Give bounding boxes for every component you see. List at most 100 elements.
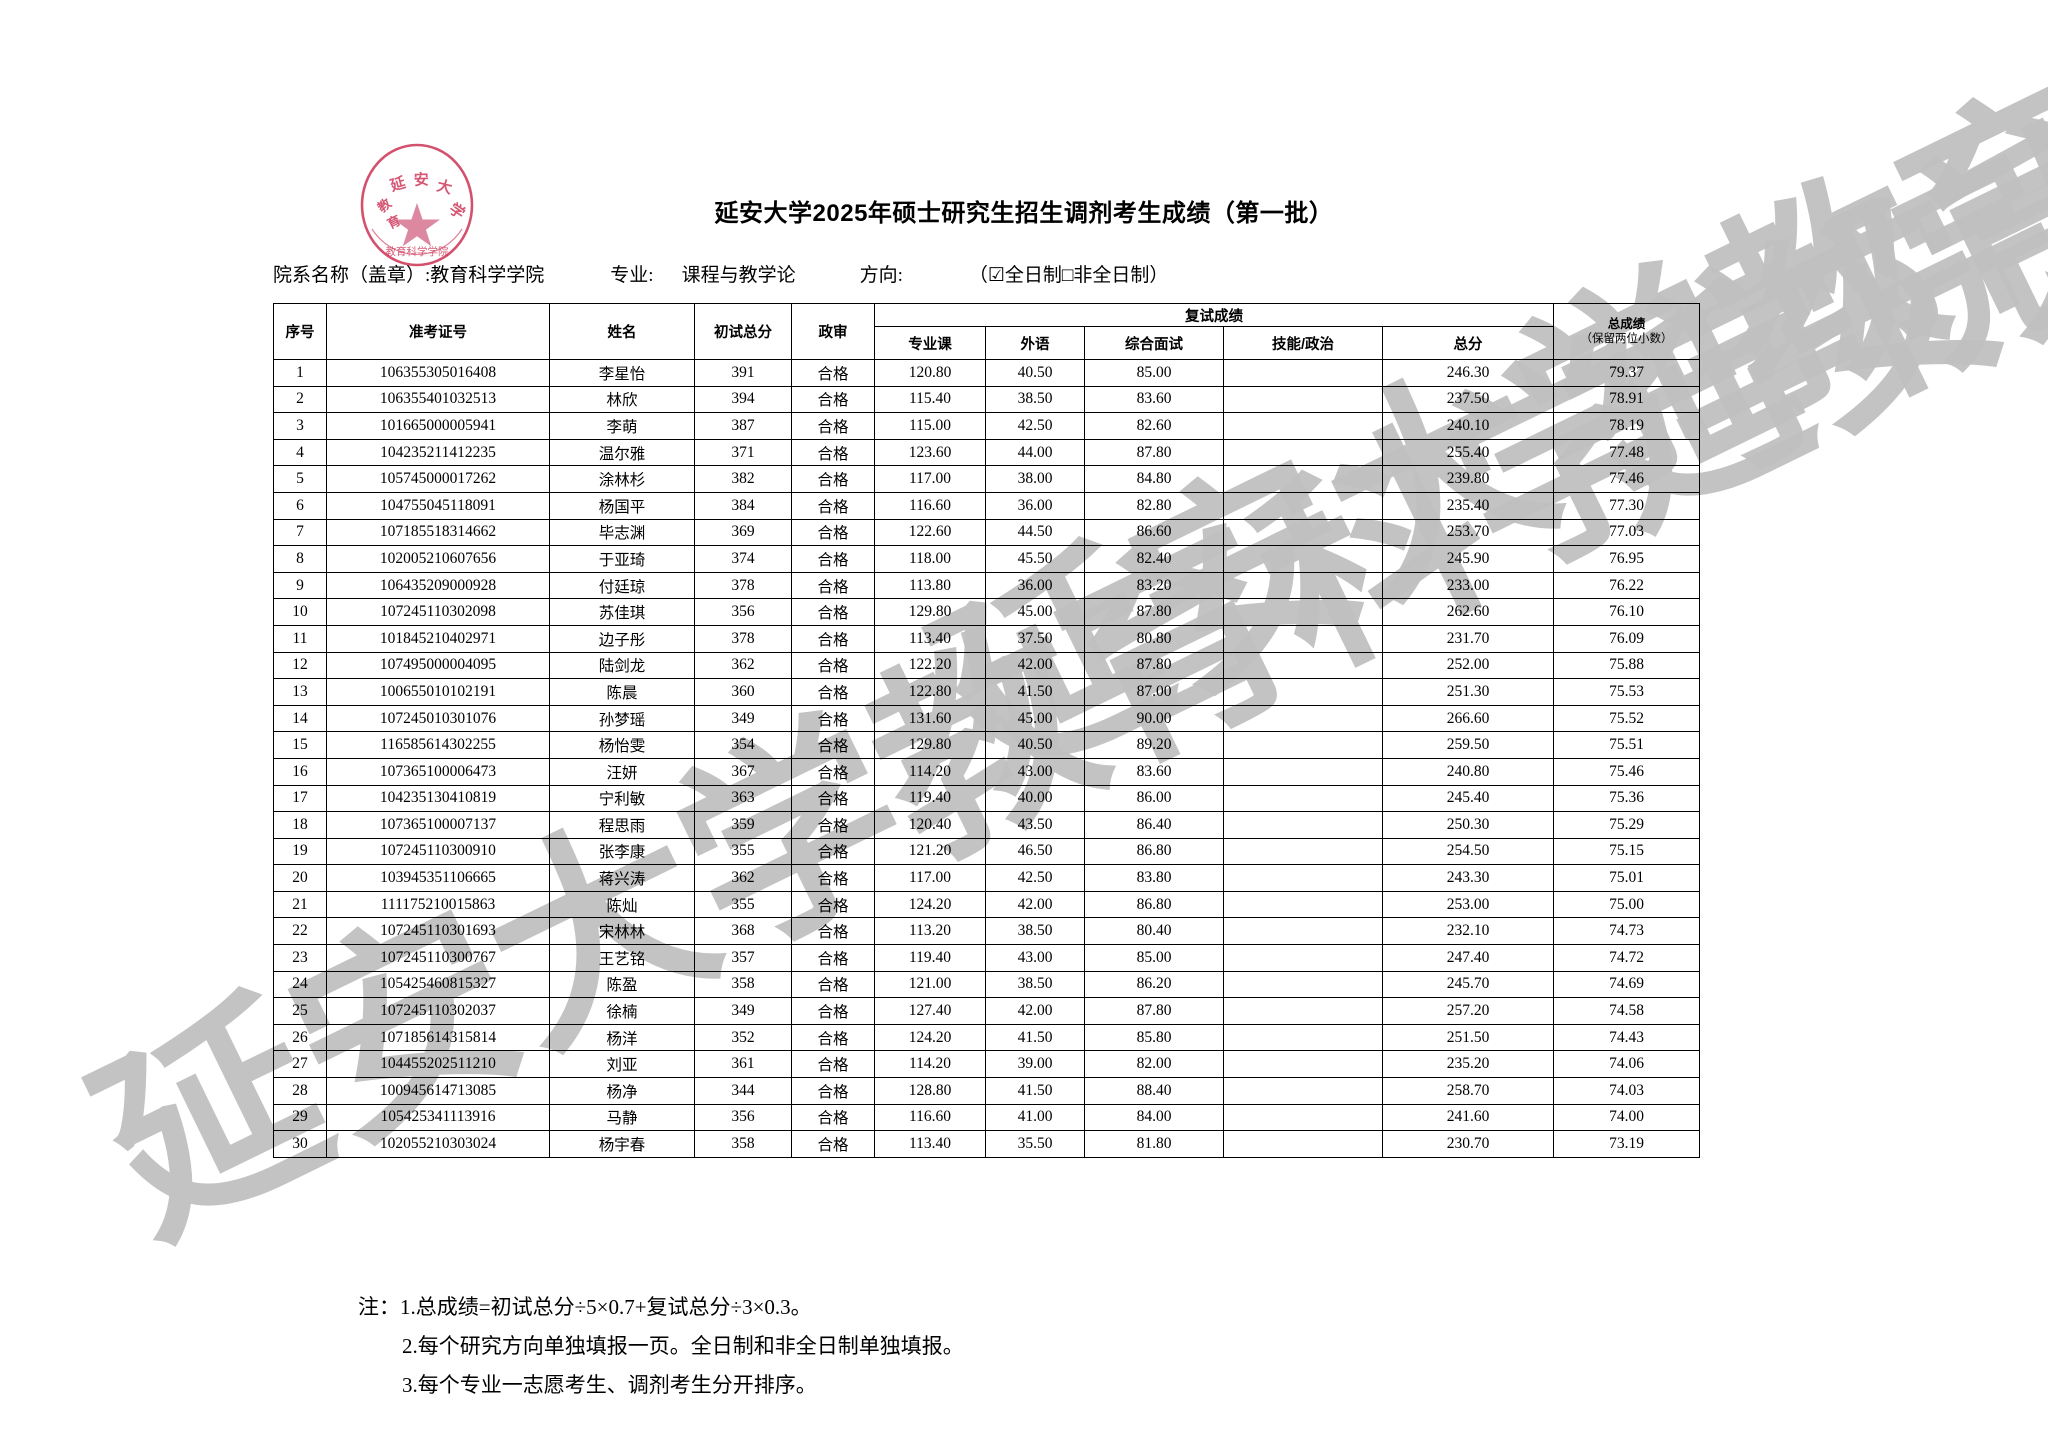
cell-foreign-language: 38.50 xyxy=(985,385,1085,414)
cell-comprehensive-interview: 86.40 xyxy=(1084,811,1224,839)
cell-name: 杨国平 xyxy=(549,491,695,520)
cell-index: 6 xyxy=(273,491,327,520)
cell-exam-id: 100945614713085 xyxy=(326,1077,550,1105)
cell-first-total: 362 xyxy=(694,864,792,892)
cell-political-review: 合格 xyxy=(791,811,875,839)
col-header-foreign-language: 外语 xyxy=(985,326,1085,360)
cell-major-course: 119.40 xyxy=(874,784,986,813)
cell-skill-politics xyxy=(1223,678,1383,706)
cell-final-score: 77.48 xyxy=(1553,438,1700,467)
cell-retest-total: 254.50 xyxy=(1382,837,1554,866)
cell-first-total: 349 xyxy=(694,704,792,733)
cell-comprehensive-interview: 85.80 xyxy=(1084,1023,1224,1052)
cell-comprehensive-interview: 84.00 xyxy=(1084,1103,1224,1132)
cell-skill-politics xyxy=(1223,545,1383,573)
table-row: 13 100655010102191 陈晨 360 合格 122.80 41.50 87.00… xyxy=(273,678,1700,706)
cell-major-course: 131.60 xyxy=(874,704,986,733)
cell-index: 22 xyxy=(273,917,327,946)
cell-comprehensive-interview: 81.80 xyxy=(1084,1130,1224,1158)
table-row: 14 107245010301076 孙梦瑶 349 合格 131.60 45.00 90.0… xyxy=(273,704,1700,733)
cell-comprehensive-interview: 87.80 xyxy=(1084,598,1224,626)
table-row: 12 107495000004095 陆剑龙 362 合格 122.20 42.00 87.8… xyxy=(273,651,1700,680)
cell-foreign-language: 44.50 xyxy=(985,518,1085,547)
cell-name: 边子彤 xyxy=(549,624,695,653)
cell-first-total: 378 xyxy=(694,624,792,653)
cell-foreign-language: 41.50 xyxy=(985,1077,1085,1105)
cell-foreign-language: 38.00 xyxy=(985,465,1085,493)
cell-foreign-language: 42.00 xyxy=(985,890,1085,919)
cell-skill-politics xyxy=(1223,412,1383,440)
cell-exam-id: 107245010301076 xyxy=(326,704,550,733)
cell-index: 25 xyxy=(273,997,327,1025)
cell-final-score: 75.46 xyxy=(1553,757,1700,786)
cell-retest-total: 252.00 xyxy=(1382,651,1554,680)
cell-exam-id: 104235130410819 xyxy=(326,784,550,813)
cell-major-course: 120.80 xyxy=(874,359,986,387)
cell-comprehensive-interview: 87.80 xyxy=(1084,651,1224,680)
cell-major-course: 127.40 xyxy=(874,997,986,1025)
cell-final-score: 75.00 xyxy=(1553,890,1700,919)
col-header-comprehensive-interview: 综合面试 xyxy=(1084,326,1224,360)
cell-political-review: 合格 xyxy=(791,784,875,813)
cell-political-review: 合格 xyxy=(791,465,875,493)
cell-major-course: 129.80 xyxy=(874,731,986,759)
cell-final-score: 77.03 xyxy=(1553,518,1700,547)
table-row: 28 100945614713085 杨净 344 合格 128.80 41.50 88.40… xyxy=(273,1077,1700,1105)
cell-name: 李萌 xyxy=(549,412,695,440)
svg-text:延: 延 xyxy=(387,173,408,195)
cell-political-review: 合格 xyxy=(791,438,875,467)
cell-index: 29 xyxy=(273,1103,327,1132)
cell-final-score: 74.00 xyxy=(1553,1103,1700,1132)
cell-skill-politics xyxy=(1223,465,1383,493)
table-row: 3 101665000005941 李萌 387 合格 115.00 42.50 82.60 2… xyxy=(273,412,1700,440)
table-row: 20 103945351106665 蒋兴涛 362 合格 117.00 42.50 83.8… xyxy=(273,864,1700,892)
footer-notes: 注：1.总成绩=初试总分÷5×0.7+复试总分÷3×0.3。 2.每个研究方向单… xyxy=(358,1288,1758,1405)
col-header-final-score: 总成绩 （保留两位小数） xyxy=(1553,303,1700,360)
cell-retest-total: 259.50 xyxy=(1382,731,1554,759)
cell-political-review: 合格 xyxy=(791,1130,875,1158)
cell-index: 21 xyxy=(273,890,327,919)
cell-final-score: 76.10 xyxy=(1553,598,1700,626)
cell-political-review: 合格 xyxy=(791,917,875,946)
cell-name: 付廷琼 xyxy=(549,571,695,600)
cell-political-review: 合格 xyxy=(791,997,875,1025)
cell-exam-id: 107185614315814 xyxy=(326,1023,550,1052)
cell-major-course: 122.20 xyxy=(874,651,986,680)
department-label: 院系名称（盖章）: xyxy=(273,265,431,286)
table-row: 6 104755045118091 杨国平 384 合格 116.60 36.00 82.80… xyxy=(273,491,1700,520)
table-row: 5 105745000017262 涂林杉 382 合格 117.00 38.00 84.80… xyxy=(273,465,1700,493)
cell-index: 12 xyxy=(273,651,327,680)
cell-name: 林欣 xyxy=(549,385,695,414)
major-value: 课程与教学论 xyxy=(681,265,796,286)
cell-index: 26 xyxy=(273,1023,327,1052)
cell-comprehensive-interview: 83.60 xyxy=(1084,757,1224,786)
cell-major-course: 113.40 xyxy=(874,624,986,653)
table-row: 27 104455202511210 刘亚 361 合格 114.20 39.00 82.00… xyxy=(273,1050,1700,1079)
cell-foreign-language: 41.50 xyxy=(985,678,1085,706)
cell-major-course: 113.20 xyxy=(874,917,986,946)
cell-final-score: 75.01 xyxy=(1553,864,1700,892)
cell-political-review: 合格 xyxy=(791,651,875,680)
cell-comprehensive-interview: 87.80 xyxy=(1084,997,1224,1025)
cell-exam-id: 107495000004095 xyxy=(326,651,550,680)
cell-name: 孙梦瑶 xyxy=(549,704,695,733)
cell-retest-total: 235.20 xyxy=(1382,1050,1554,1079)
table-row: 18 107365100007137 程思雨 359 合格 120.40 43.50 86.4… xyxy=(273,811,1700,839)
cell-skill-politics xyxy=(1223,784,1383,813)
cell-index: 1 xyxy=(273,359,327,387)
cell-political-review: 合格 xyxy=(791,970,875,999)
cell-foreign-language: 37.50 xyxy=(985,624,1085,653)
cell-political-review: 合格 xyxy=(791,944,875,972)
cell-retest-total: 240.80 xyxy=(1382,757,1554,786)
cell-exam-id: 106355401032513 xyxy=(326,385,550,414)
study-mode-checkboxes[interactable]: （☑全日制□非全日制） xyxy=(968,265,1169,286)
cell-skill-politics xyxy=(1223,359,1383,387)
cell-major-course: 121.00 xyxy=(874,970,986,999)
cell-major-course: 122.80 xyxy=(874,678,986,706)
table-row: 15 116585614302255 杨怡雯 354 合格 129.80 40.50 89.2… xyxy=(273,731,1700,759)
cell-name: 蒋兴涛 xyxy=(549,864,695,892)
cell-political-review: 合格 xyxy=(791,412,875,440)
col-header-first-total: 初试总分 xyxy=(694,303,792,360)
cell-first-total: 387 xyxy=(694,412,792,440)
cell-name: 李星怡 xyxy=(549,359,695,387)
